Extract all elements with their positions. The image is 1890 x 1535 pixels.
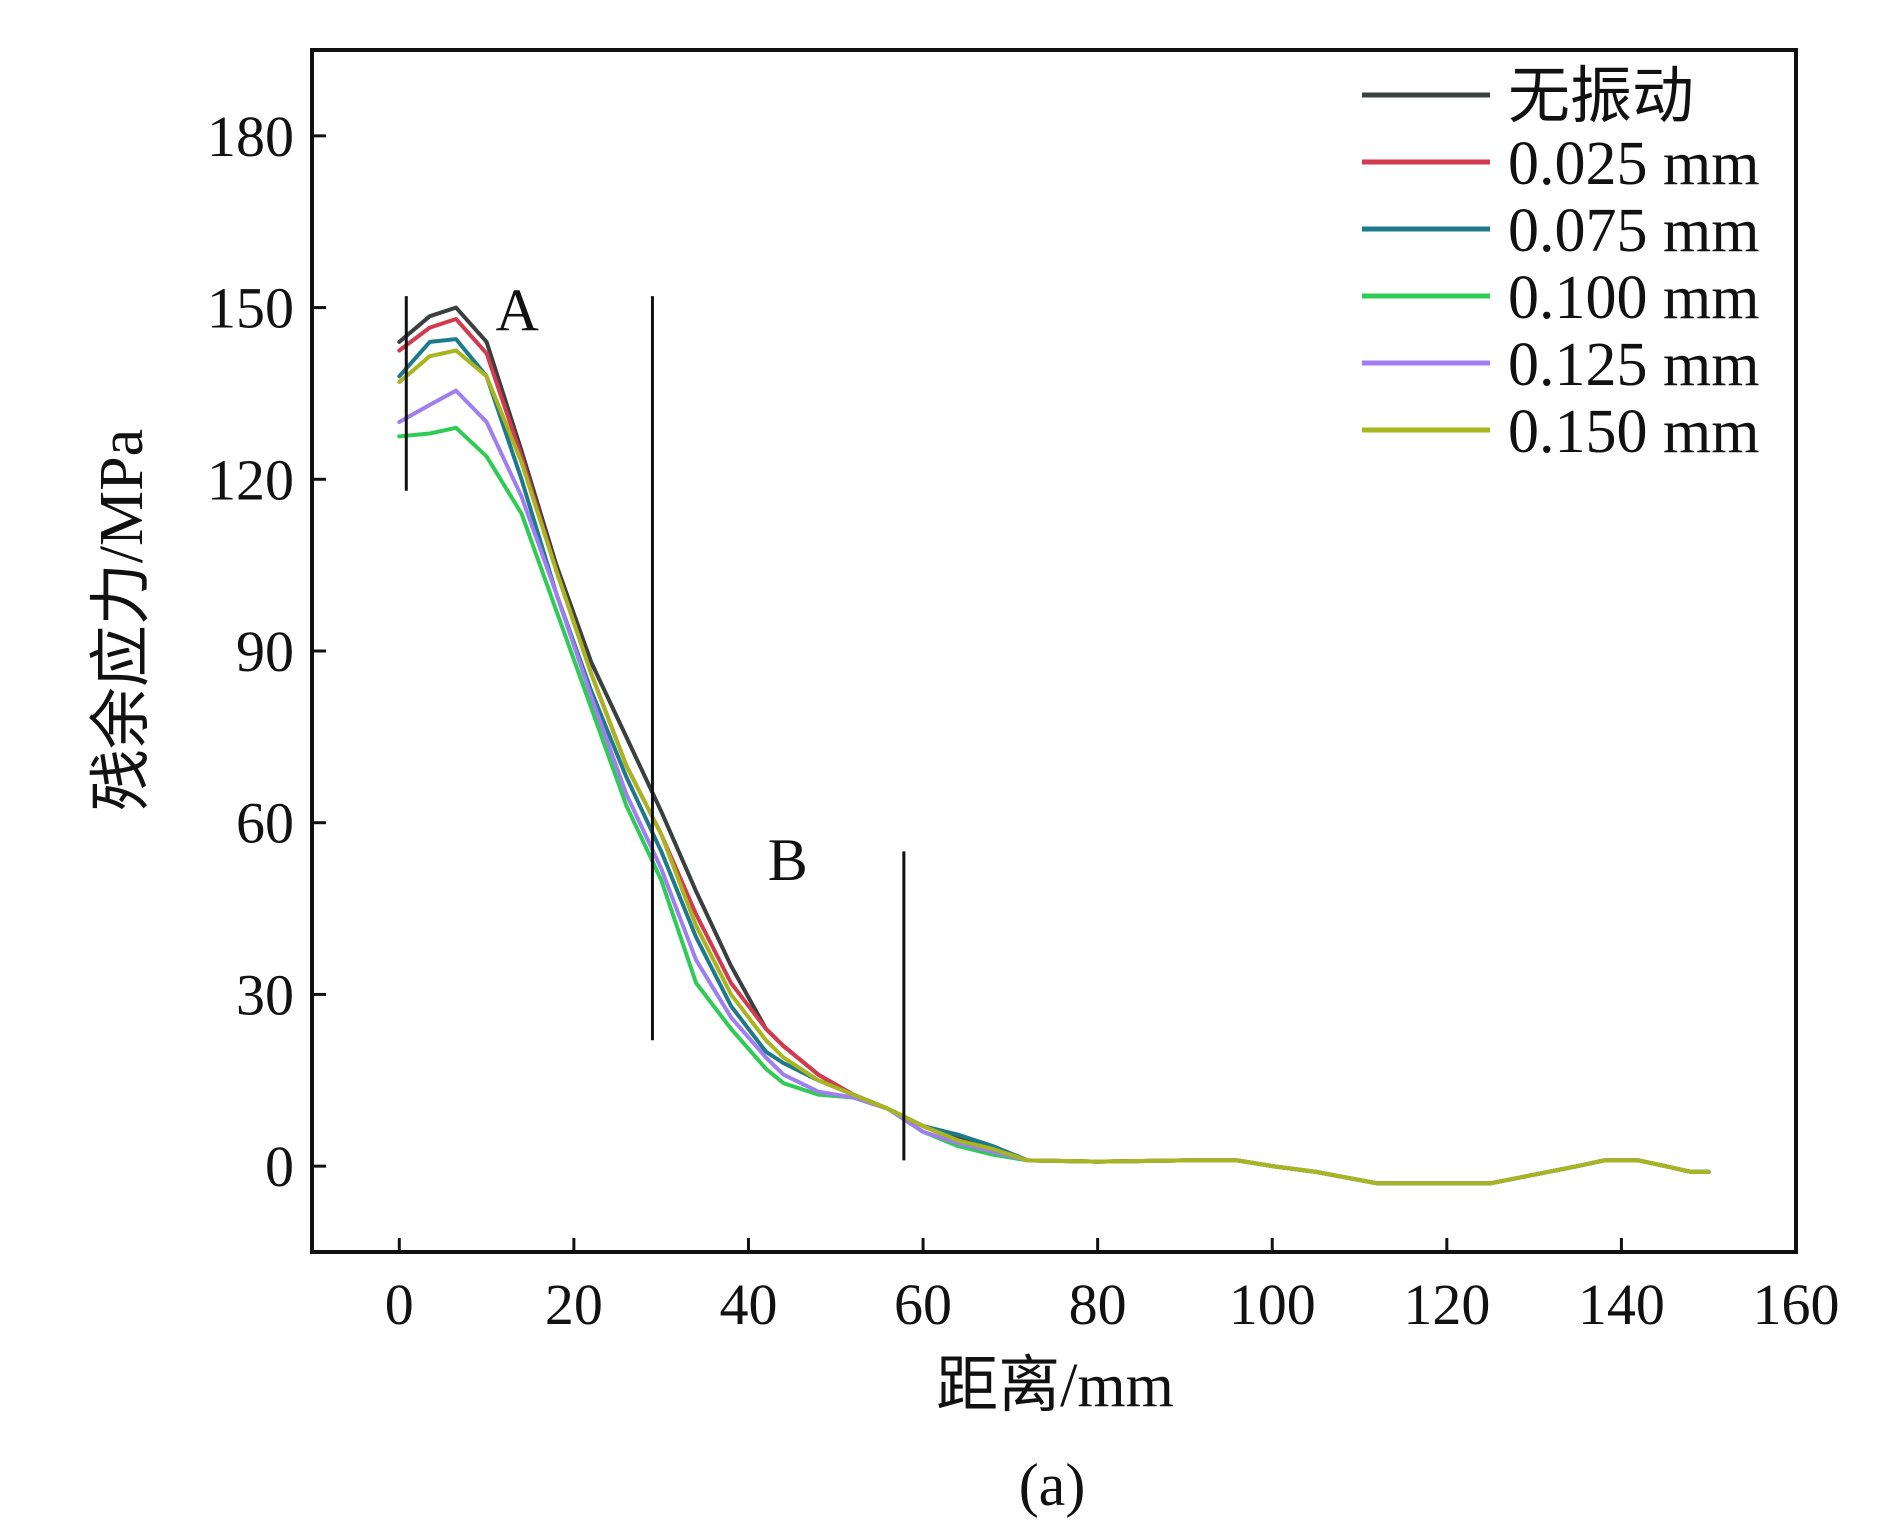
x-tick-label-0: 0 <box>385 1272 414 1337</box>
legend-label-1: 0.025 mm <box>1508 130 1759 198</box>
series-layer <box>397 305 1711 1186</box>
x-tick-label-1: 20 <box>545 1272 603 1337</box>
legend-label-5: 0.150 mm <box>1508 398 1759 466</box>
figure-caption: (a) <box>1019 1452 1086 1518</box>
legend-label-3: 0.100 mm <box>1508 264 1759 332</box>
legend-label-2: 0.075 mm <box>1508 197 1759 265</box>
x-tick-label-4: 80 <box>1069 1272 1127 1337</box>
y-axis-label: 残余应力/MPa <box>88 429 156 811</box>
y-tick-label-2: 60 <box>236 791 294 856</box>
legend-label-0: 无振动 <box>1508 63 1694 131</box>
region-labels: AB <box>495 277 807 892</box>
x-tick-label-5: 100 <box>1229 1272 1316 1337</box>
y-tick-label-6: 180 <box>207 104 294 169</box>
series-line-3 <box>397 425 1711 1186</box>
series-line-4 <box>397 388 1711 1186</box>
x-tick-label-2: 40 <box>719 1272 777 1337</box>
region-label-1: B <box>768 827 808 893</box>
y-tick-label-0: 0 <box>265 1134 294 1199</box>
x-axis-label: 距离/mm <box>936 1352 1174 1420</box>
y-tick-label-1: 30 <box>236 962 294 1027</box>
x-tick-label-8: 160 <box>1753 1272 1840 1337</box>
series-line-5 <box>397 348 1711 1186</box>
marker-layer <box>404 296 906 1161</box>
y-tick-label-5: 150 <box>207 276 294 341</box>
y-tick-label-3: 90 <box>236 619 294 684</box>
x-tick-label-6: 120 <box>1403 1272 1490 1337</box>
legend-label-4: 0.125 mm <box>1508 331 1759 399</box>
region-label-0: A <box>495 277 538 343</box>
y-tick-label-4: 120 <box>207 447 294 512</box>
x-tick-label-3: 60 <box>894 1272 952 1337</box>
x-axis-ticks: 0 20 40 60 80 100 120 140 160 <box>385 1238 1840 1337</box>
x-tick-label-7: 140 <box>1578 1272 1665 1337</box>
y-axis-ticks: 0 30 60 90 120 150 180 <box>207 104 326 1199</box>
